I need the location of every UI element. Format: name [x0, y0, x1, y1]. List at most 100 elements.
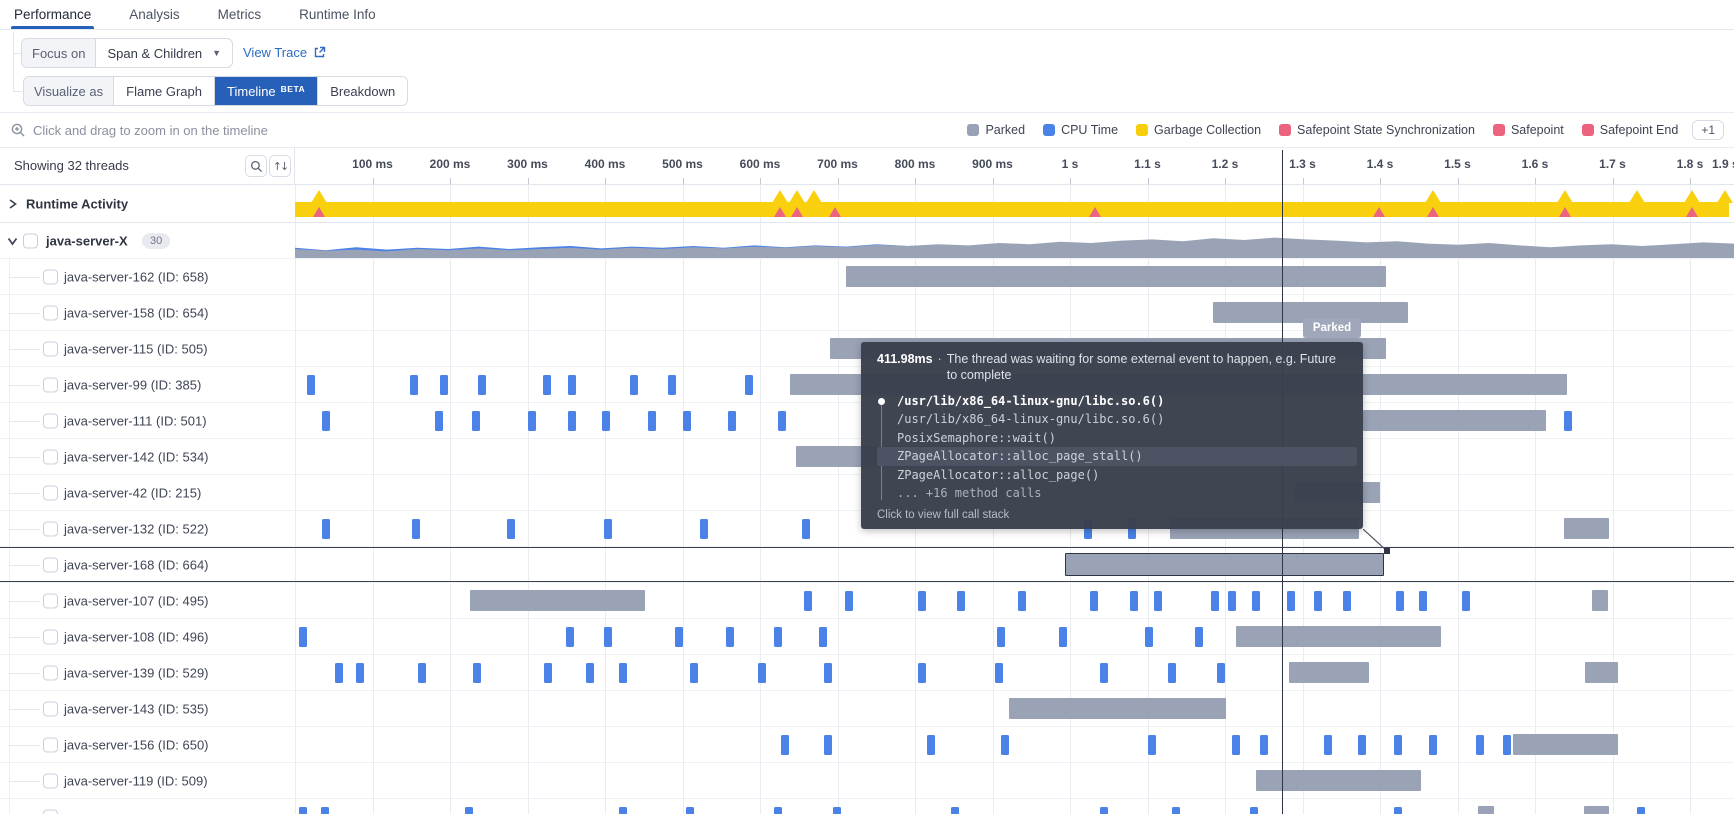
- cpu-tick[interactable]: [586, 663, 594, 683]
- cpu-tick[interactable]: [951, 807, 959, 814]
- cpu-tick[interactable]: [568, 411, 576, 431]
- thread-checkbox[interactable]: [43, 449, 58, 464]
- cpu-tick[interactable]: [630, 375, 638, 395]
- cpu-tick[interactable]: [683, 411, 691, 431]
- search-button[interactable]: [245, 155, 267, 177]
- parked-bar[interactable]: [846, 266, 1386, 287]
- cpu-tick[interactable]: [1100, 807, 1108, 814]
- cpu-tick[interactable]: [1637, 807, 1645, 814]
- thread-row[interactable]: java-server-108 (ID: 496): [0, 619, 1734, 655]
- cpu-tick[interactable]: [412, 519, 420, 539]
- view-trace-link[interactable]: View Trace: [243, 45, 326, 60]
- cpu-tick[interactable]: [322, 519, 330, 539]
- cpu-tick[interactable]: [1429, 735, 1437, 755]
- cpu-tick[interactable]: [774, 807, 782, 814]
- cpu-tick[interactable]: [648, 411, 656, 431]
- thread-checkbox[interactable]: [43, 305, 58, 320]
- thread-row[interactable]: java-server-158 (ID: 654): [0, 295, 1734, 331]
- thread-checkbox[interactable]: [43, 737, 58, 752]
- cpu-tick[interactable]: [507, 519, 515, 539]
- cpu-tick[interactable]: [819, 627, 827, 647]
- cpu-tick[interactable]: [602, 411, 610, 431]
- thread-row[interactable]: java-server-139 (ID: 529): [0, 655, 1734, 691]
- thread-checkbox[interactable]: [43, 521, 58, 536]
- cpu-tick[interactable]: [1168, 663, 1176, 683]
- cpu-tick[interactable]: [1394, 807, 1402, 814]
- cpu-tick[interactable]: [824, 735, 832, 755]
- thread-row-partial[interactable]: [0, 799, 1734, 814]
- cpu-tick[interactable]: [1217, 663, 1225, 683]
- cpu-tick[interactable]: [566, 627, 574, 647]
- thread-checkbox[interactable]: [43, 485, 58, 500]
- cpu-tick[interactable]: [700, 519, 708, 539]
- thread-checkbox[interactable]: [43, 773, 58, 788]
- cpu-tick[interactable]: [927, 735, 935, 755]
- cpu-tick[interactable]: [544, 663, 552, 683]
- thread-checkbox[interactable]: [43, 377, 58, 392]
- thread-checkbox[interactable]: [43, 593, 58, 608]
- cpu-tick[interactable]: [833, 807, 841, 814]
- cpu-tick[interactable]: [774, 627, 782, 647]
- cpu-tick[interactable]: [619, 663, 627, 683]
- cpu-tick[interactable]: [1130, 591, 1138, 611]
- cpu-tick[interactable]: [478, 375, 486, 395]
- cpu-tick[interactable]: [440, 375, 448, 395]
- parked-bar[interactable]: [1256, 770, 1421, 791]
- cpu-tick[interactable]: [690, 663, 698, 683]
- thread-checkbox[interactable]: [43, 341, 58, 356]
- cpu-tick[interactable]: [335, 663, 343, 683]
- cpu-tick[interactable]: [299, 807, 307, 814]
- cpu-tick[interactable]: [1503, 735, 1511, 755]
- cpu-tick[interactable]: [1154, 591, 1162, 611]
- group-checkbox[interactable]: [23, 233, 38, 248]
- cpu-tick[interactable]: [781, 735, 789, 755]
- cpu-tick[interactable]: [1394, 735, 1402, 755]
- thread-checkbox[interactable]: [43, 413, 58, 428]
- cpu-tick[interactable]: [1462, 591, 1470, 611]
- chevron-down-icon[interactable]: [6, 234, 19, 247]
- cpu-tick[interactable]: [778, 411, 786, 431]
- parked-bar[interactable]: [1478, 806, 1494, 814]
- thread-row[interactable]: java-server-119 (ID: 509): [0, 763, 1734, 799]
- cpu-tick[interactable]: [465, 807, 473, 814]
- tab-performance[interactable]: Performance: [14, 0, 91, 29]
- cpu-tick[interactable]: [824, 663, 832, 683]
- cpu-tick[interactable]: [1195, 627, 1203, 647]
- cpu-tick[interactable]: [1396, 591, 1404, 611]
- cpu-tick[interactable]: [473, 663, 481, 683]
- thread-checkbox[interactable]: [43, 665, 58, 680]
- cpu-tick[interactable]: [1419, 591, 1427, 611]
- cpu-tick[interactable]: [410, 375, 418, 395]
- cpu-tick[interactable]: [1228, 591, 1236, 611]
- cpu-tick[interactable]: [356, 663, 364, 683]
- thread-row[interactable]: java-server-107 (ID: 495): [0, 583, 1734, 619]
- cpu-tick[interactable]: [1001, 735, 1009, 755]
- thread-row[interactable]: java-server-168 (ID: 664): [0, 547, 1734, 583]
- parked-bar[interactable]: [1065, 553, 1384, 576]
- thread-checkbox[interactable]: [43, 629, 58, 644]
- cpu-tick[interactable]: [299, 627, 307, 647]
- tooltip-footer[interactable]: Click to view full call stack: [877, 509, 1349, 521]
- cpu-tick[interactable]: [1232, 735, 1240, 755]
- legend-more-button[interactable]: +1: [1692, 120, 1724, 140]
- cpu-tick[interactable]: [1287, 591, 1295, 611]
- cpu-tick[interactable]: [1252, 591, 1260, 611]
- cpu-tick[interactable]: [1145, 627, 1153, 647]
- cpu-tick[interactable]: [1358, 735, 1366, 755]
- visualize-option-timeline[interactable]: TimelineBETA: [215, 77, 318, 105]
- cpu-tick[interactable]: [543, 375, 551, 395]
- thread-row[interactable]: java-server-143 (ID: 535): [0, 691, 1734, 727]
- parked-bar[interactable]: [1236, 626, 1441, 647]
- cpu-tick[interactable]: [1100, 663, 1108, 683]
- cpu-tick[interactable]: [1250, 807, 1258, 814]
- parked-tooltip[interactable]: 411.98ms · The thread was waiting for so…: [861, 342, 1363, 529]
- chevron-right-icon[interactable]: [6, 197, 19, 210]
- cpu-tick[interactable]: [1148, 735, 1156, 755]
- cpu-tick[interactable]: [1260, 735, 1268, 755]
- parked-bar[interactable]: [1513, 734, 1618, 755]
- parked-bar[interactable]: [1584, 806, 1609, 814]
- cpu-tick[interactable]: [728, 411, 736, 431]
- cpu-tick[interactable]: [1314, 591, 1322, 611]
- cpu-tick[interactable]: [1343, 591, 1351, 611]
- parked-bar[interactable]: [1585, 662, 1618, 683]
